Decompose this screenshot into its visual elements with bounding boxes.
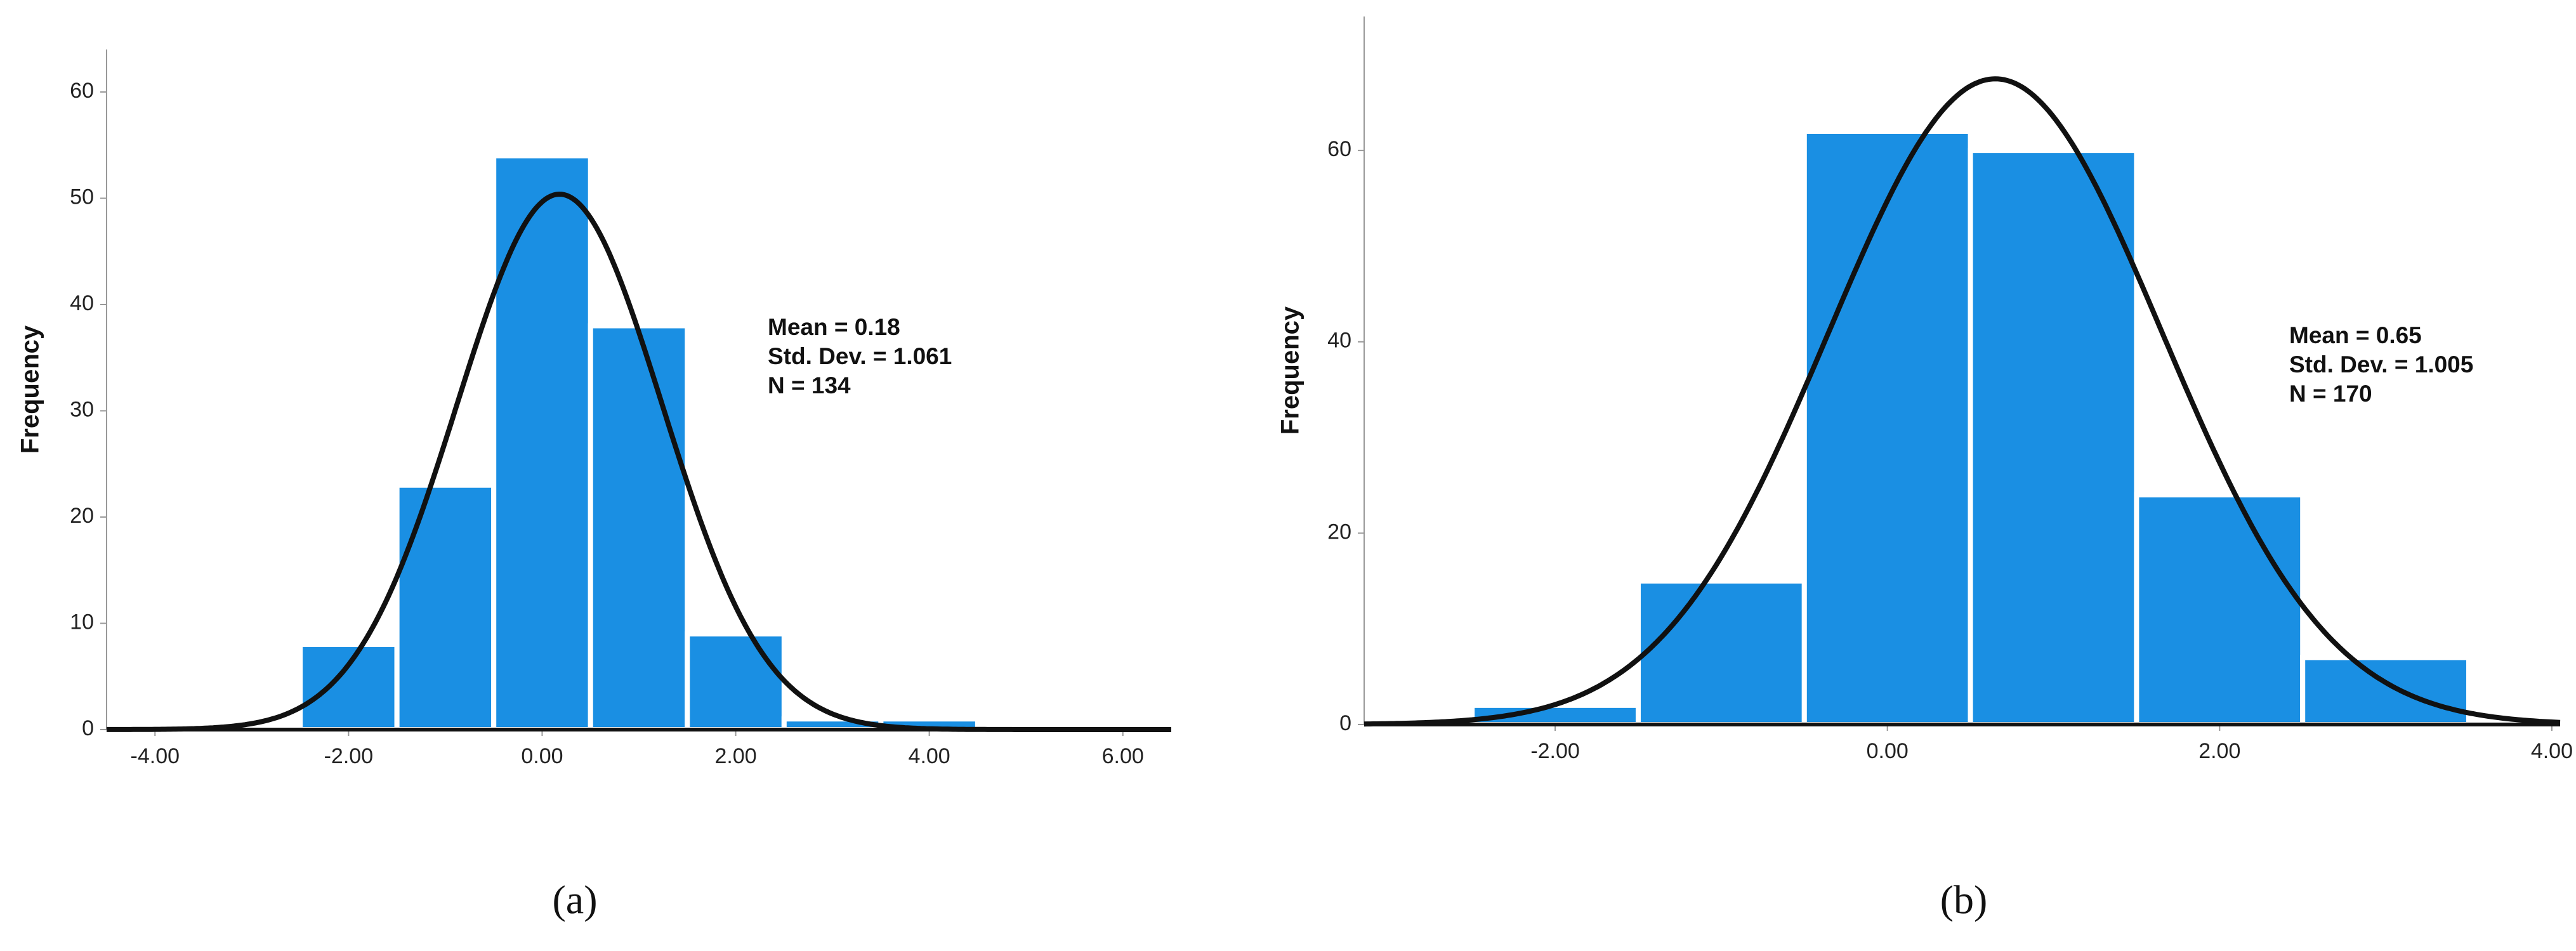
y-tick-label: 20 [1327, 520, 1351, 544]
y-axis-label: Frequency [1277, 306, 1304, 435]
x-tick-label: 0.00 [521, 744, 563, 768]
x-tick-label: -2.00 [324, 744, 374, 768]
y-tick-label: 30 [70, 397, 94, 421]
x-tick-label: 0.00 [1867, 739, 1909, 763]
x-tick-label: 2.00 [2198, 739, 2240, 763]
normal-curve [1364, 76, 2561, 727]
caption: (b) [1940, 877, 1988, 922]
stat-label: Mean = 0.65 [2289, 322, 2422, 348]
caption: (a) [552, 877, 597, 922]
stat-label: Mean = 0.18 [768, 314, 900, 340]
y-tick-label: 50 [70, 185, 94, 209]
stat-label: Std. Dev. = 1.005 [2289, 351, 2473, 377]
x-tick-label: -2.00 [1530, 739, 1580, 763]
bar [1801, 128, 1973, 728]
x-tick-label: 2.00 [714, 744, 756, 768]
x-tick-label: 4.00 [909, 744, 950, 768]
bar [298, 642, 400, 732]
y-tick-label: 60 [70, 79, 94, 103]
bar [491, 153, 593, 732]
y-tick-label: 40 [1327, 329, 1351, 353]
bar [1635, 578, 1807, 728]
y-tick-label: 60 [1327, 137, 1351, 161]
bar [2134, 492, 2306, 728]
x-tick-label: 4.00 [2531, 739, 2573, 763]
bar [588, 323, 690, 732]
stat-label: N = 170 [2289, 381, 2372, 407]
y-tick-label: 20 [70, 504, 94, 528]
bar [1968, 148, 2139, 727]
normal-curve [107, 192, 1171, 732]
x-tick-label: -4.00 [131, 744, 180, 768]
bar [394, 482, 497, 732]
y-tick-label: 0 [1339, 711, 1351, 735]
y-tick-label: 0 [82, 716, 94, 740]
stat-label: Std. Dev. = 1.061 [768, 343, 952, 369]
y-tick-label: 10 [70, 610, 94, 634]
stat-label: N = 134 [768, 372, 851, 398]
y-tick-label: 40 [70, 291, 94, 315]
x-tick-label: 6.00 [1102, 744, 1144, 768]
y-axis-label: Frequency [16, 325, 44, 454]
bar [685, 631, 787, 732]
bar [2300, 655, 2472, 727]
